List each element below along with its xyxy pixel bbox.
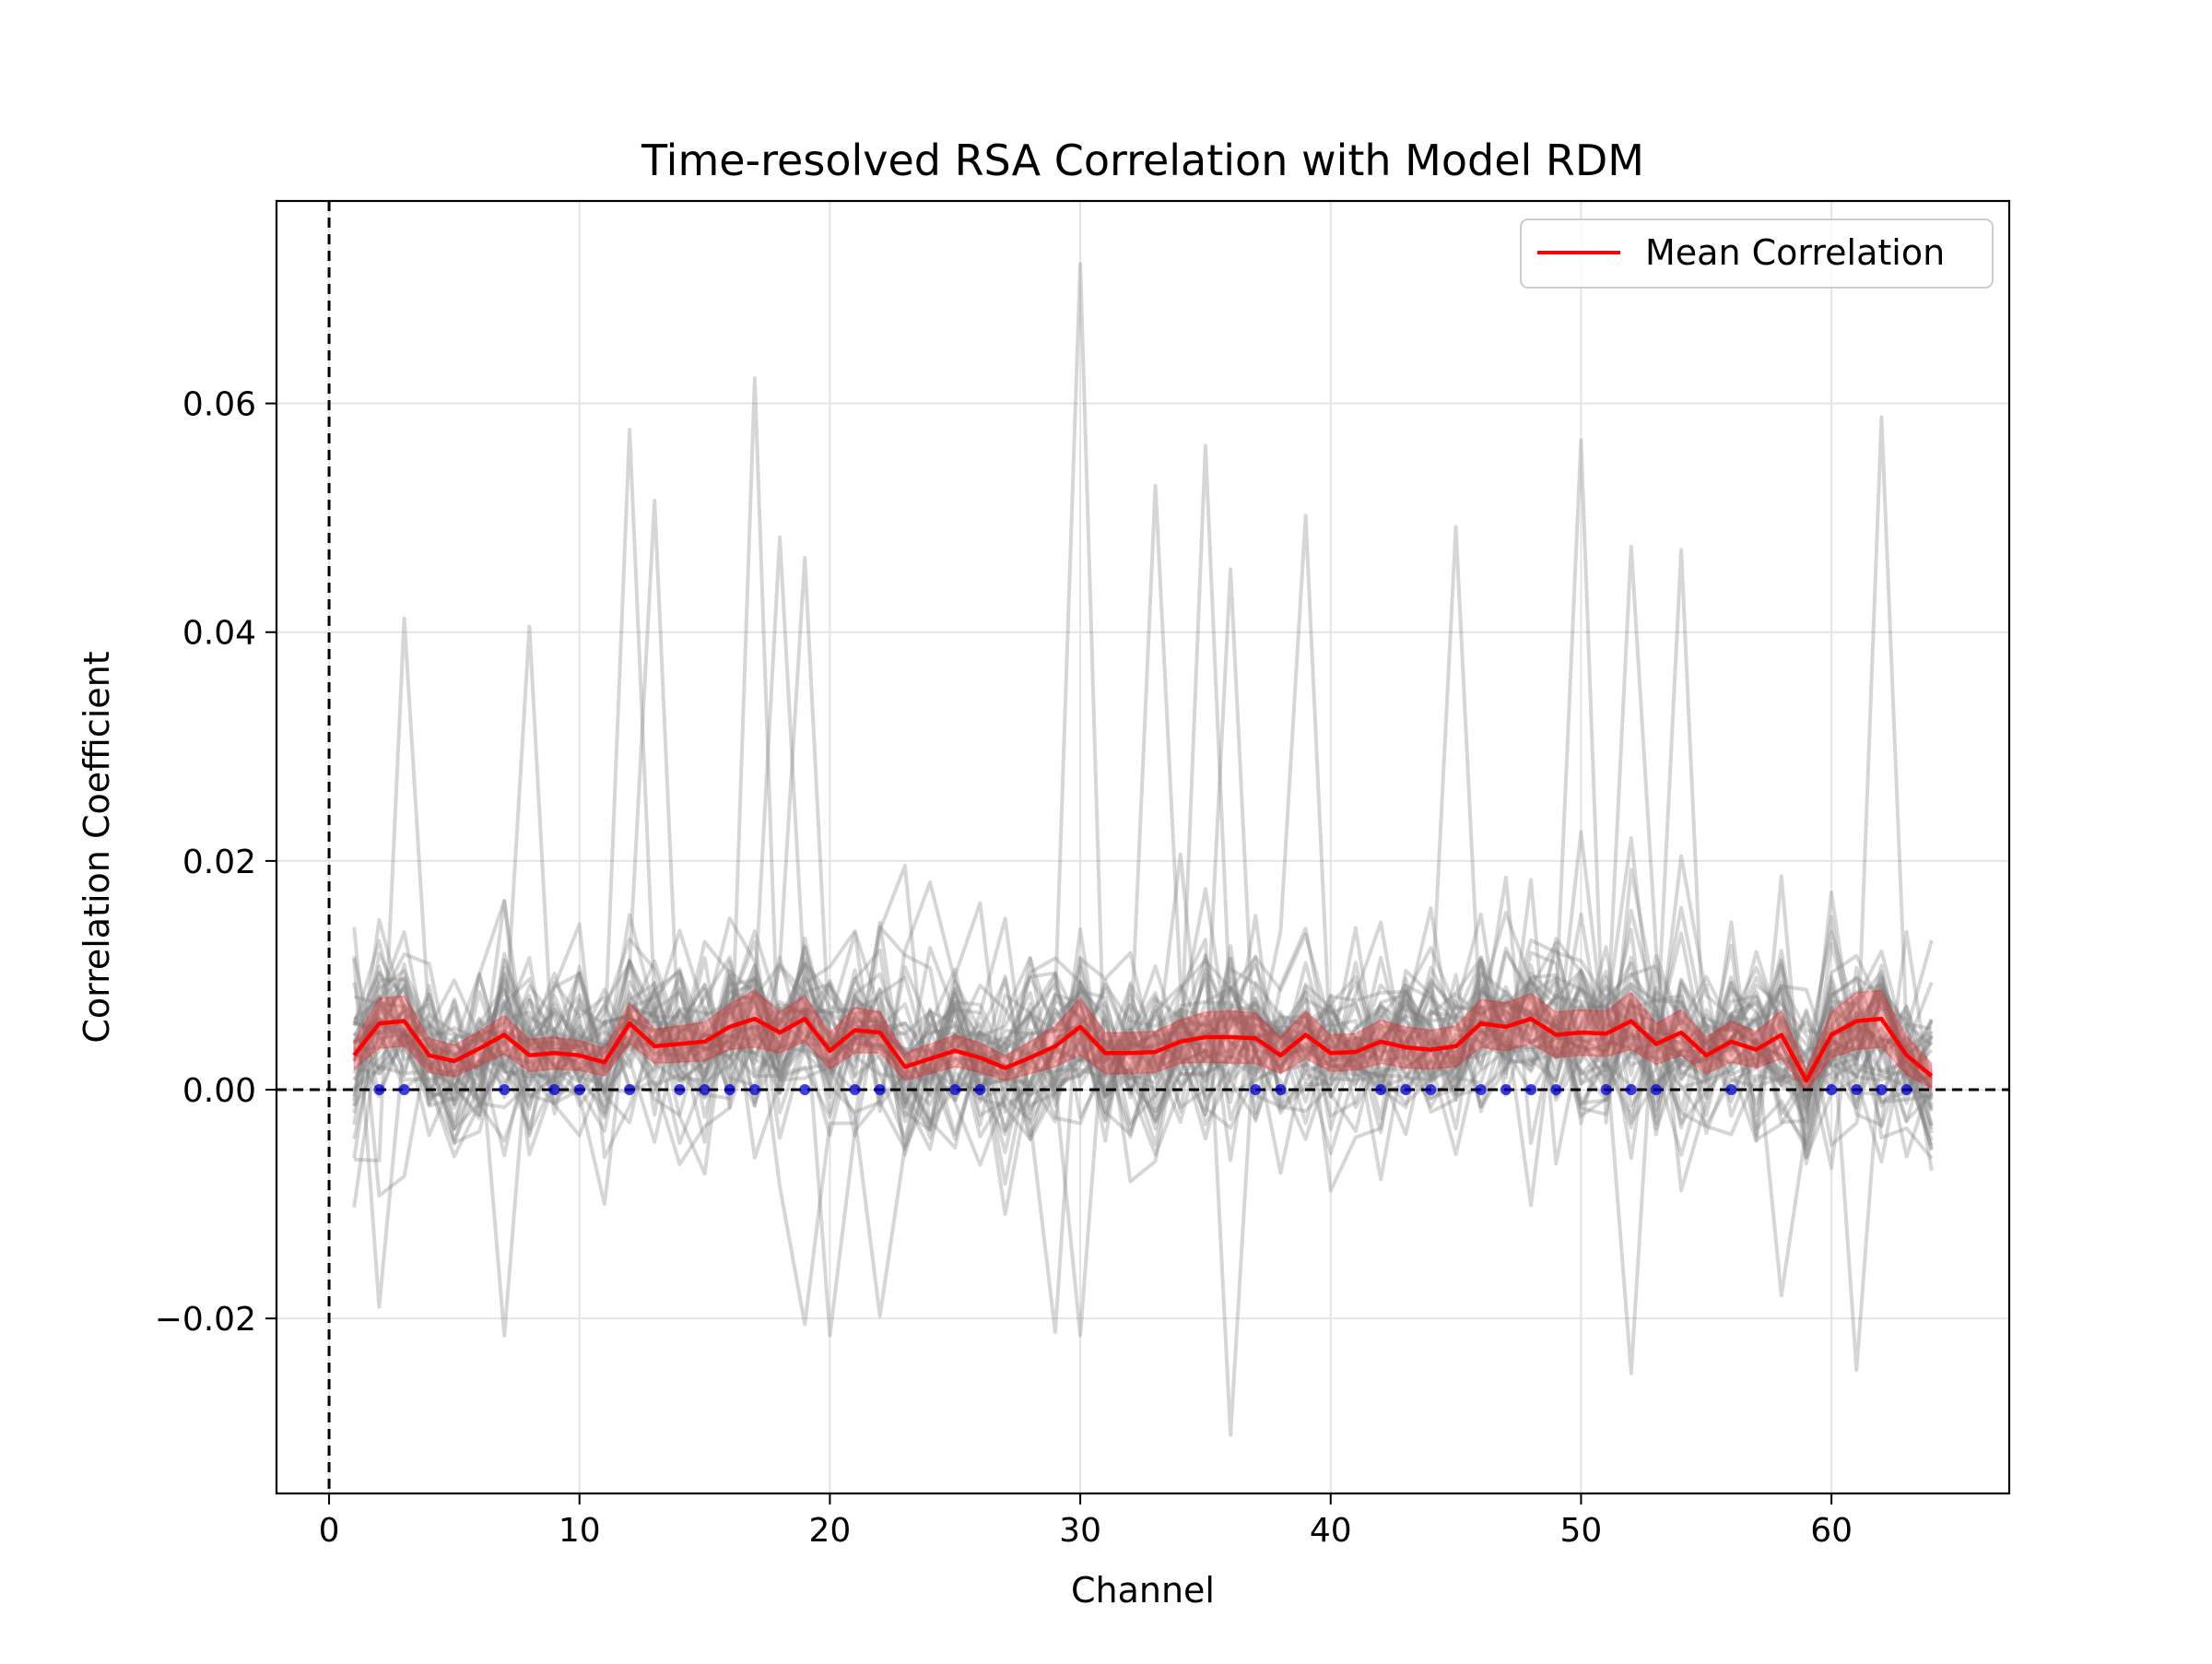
subject-trace: [352, 535, 1934, 1338]
significance-marker: [373, 1084, 385, 1096]
subject-trace: [352, 964, 1934, 1145]
subject-trace: [352, 948, 1934, 1144]
subject-trace: [353, 944, 1934, 1150]
significance-marker: [674, 1084, 686, 1096]
subject-trace: [353, 960, 1934, 1156]
y-tick-label: 0.00: [182, 1072, 256, 1110]
plot-frame: [275, 199, 2011, 1495]
subject-trace: [352, 956, 1933, 1141]
mean-correlation-line: [352, 1016, 1934, 1083]
x-tick-label: 30: [1059, 1512, 1101, 1550]
significance-marker: [573, 1084, 585, 1096]
x-tick-label: 40: [1310, 1512, 1352, 1550]
significance-marker: [1475, 1084, 1487, 1096]
subject-trace: [352, 499, 1934, 1318]
x-tick-label: 20: [808, 1512, 851, 1550]
significance-marker: [1375, 1084, 1387, 1096]
significance-marker: [1725, 1084, 1737, 1096]
subject-trace: [352, 443, 1934, 1372]
significance-marker: [1525, 1084, 1537, 1096]
significance-marker: [748, 1084, 760, 1096]
significance-marker: [624, 1084, 636, 1096]
significance-marker: [1400, 1084, 1412, 1096]
x-tick-label: 60: [1810, 1512, 1853, 1550]
significance-marker: [1876, 1084, 1888, 1096]
significance-marker: [548, 1084, 560, 1096]
significance-marker: [398, 1084, 410, 1096]
significance-marker: [1826, 1084, 1838, 1096]
subject-trace: [354, 525, 1934, 1338]
y-tick-label: −0.02: [155, 1301, 256, 1339]
significance-marker: [974, 1084, 986, 1096]
significance-marker: [1650, 1084, 1662, 1096]
subject-trace: [352, 483, 1933, 1298]
subject-trace: [353, 946, 1933, 1157]
subject-trace: [352, 556, 1934, 1437]
significance-marker: [1600, 1084, 1612, 1096]
x-axis-label: Channel: [1071, 1570, 1215, 1611]
subject-trace: [352, 927, 1934, 1151]
subject-trace: [353, 942, 1933, 1125]
y-tick-label: 0.06: [182, 386, 256, 424]
significance-marker: [799, 1084, 811, 1096]
subject-trace: [352, 959, 1934, 1124]
legend-frame: [1520, 218, 1994, 289]
significance-marker: [949, 1084, 961, 1096]
significance-marker: [849, 1084, 861, 1096]
subject-trace: [352, 927, 1934, 1151]
y-tick-label: 0.02: [182, 844, 256, 881]
significance-marker: [1500, 1084, 1512, 1096]
chart-title: Time-resolved RSA Correlation with Model…: [641, 136, 1644, 185]
subject-trace: [353, 956, 1934, 1131]
y-axis-label: Correlation Coefficient: [76, 651, 117, 1043]
significance-marker: [724, 1084, 735, 1096]
y-tick-label: 0.04: [182, 615, 256, 653]
significance-marker: [1425, 1084, 1437, 1096]
significance-marker: [1851, 1084, 1863, 1096]
subject-trace: [353, 956, 1934, 1138]
sem-band: [353, 989, 1933, 1093]
significance-marker: [699, 1084, 711, 1096]
subject-trace: [352, 983, 1934, 1139]
x-tick-label: 10: [559, 1512, 601, 1550]
significance-marker: [1250, 1084, 1262, 1096]
subject-trace: [352, 428, 1934, 1338]
significance-marker: [1625, 1084, 1637, 1096]
significance-marker: [1900, 1084, 1912, 1096]
x-tick-label: 50: [1560, 1512, 1603, 1550]
significance-marker: [874, 1084, 886, 1096]
significance-marker: [1275, 1084, 1287, 1096]
significance-marker: [1550, 1084, 1562, 1096]
legend-label-mean: Mean Correlation: [1645, 232, 1945, 273]
significance-marker: [499, 1084, 511, 1096]
x-tick-label: 0: [319, 1512, 340, 1550]
subject-trace: [353, 956, 1934, 1127]
subject-trace: [352, 928, 1934, 1137]
subject-trace: [352, 968, 1934, 1148]
subject-trace: [352, 262, 1934, 1375]
subject-trace: [352, 930, 1933, 1166]
legend: Mean Correlation: [1520, 218, 1994, 289]
